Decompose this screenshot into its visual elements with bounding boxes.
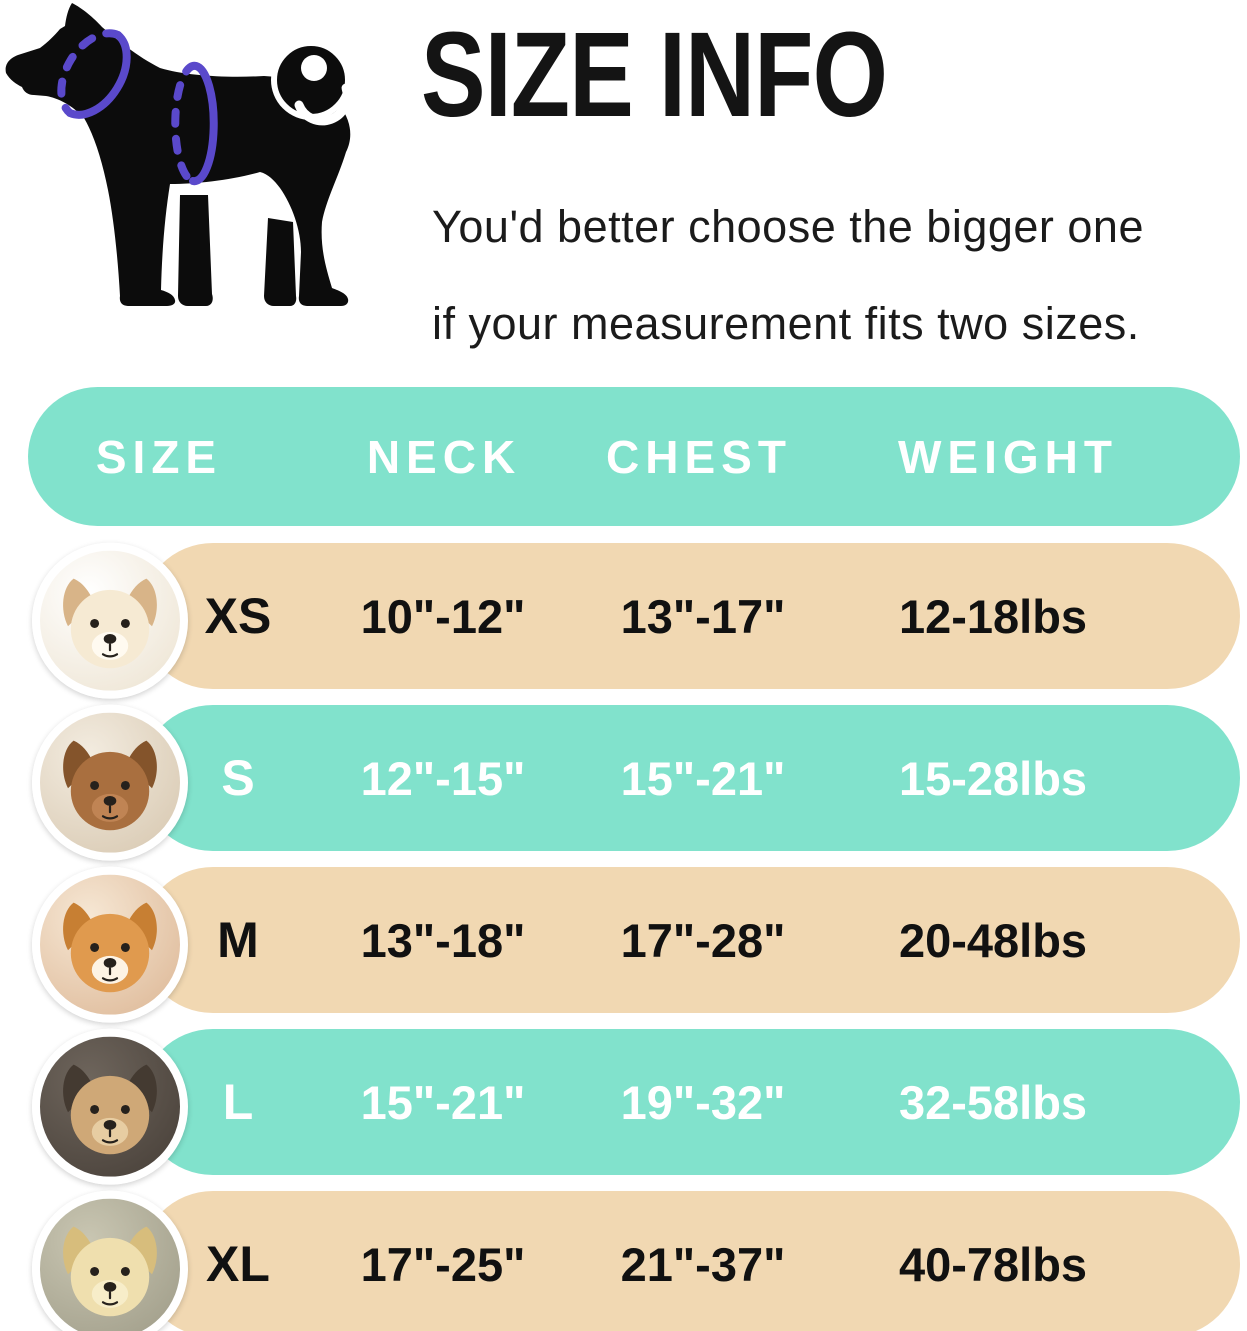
dog-photo-toy-poodle — [32, 704, 188, 861]
size-cell: S — [221, 750, 255, 806]
table-header-row: SIZE NECK CHEST WEIGHT — [28, 387, 1240, 526]
neck-cell: 13"-18" — [360, 913, 526, 967]
dog-curled-tail — [271, 40, 352, 126]
dog-face-icon — [63, 578, 157, 669]
dog-photo-pomeranian — [32, 542, 188, 699]
neck-cell: 10"-12" — [360, 589, 526, 643]
row-pill — [140, 1029, 1240, 1175]
table-row-s: S 12"-15" 15"-21" 15-28lbs — [18, 704, 1240, 861]
page-subtitle: You'd better choose the bigger one if yo… — [432, 178, 1144, 372]
dog-face-icon — [63, 1064, 157, 1155]
dog-silhouette-graphic — [5, 3, 352, 306]
subtitle-line-2: if your measurement fits two sizes. — [432, 298, 1140, 349]
size-cell: L — [222, 1074, 254, 1130]
size-cell: XS — [204, 588, 272, 644]
row-pill — [140, 1191, 1240, 1331]
page-title: SIZE INFO — [421, 6, 888, 142]
chest-cell: 17"-28" — [620, 913, 786, 967]
dog-photo-labrador — [32, 1190, 188, 1331]
table-header-cells: SIZE NECK CHEST WEIGHT — [28, 387, 1240, 526]
header-col-size: SIZE — [95, 430, 223, 483]
weight-cell: 40-78lbs — [898, 1237, 1088, 1291]
size-cell: M — [217, 912, 259, 968]
row-pill — [140, 543, 1240, 689]
dog-face-icon — [63, 740, 157, 831]
neck-cell: 15"-21" — [360, 1075, 526, 1129]
dog-photo-french-bulldog — [32, 1028, 188, 1185]
weight-cell: 12-18lbs — [898, 589, 1088, 643]
neck-cell: 17"-25" — [360, 1237, 526, 1291]
header-col-chest: CHEST — [606, 430, 792, 483]
dog-far-legs — [178, 195, 297, 306]
chest-cell: 21"-37" — [620, 1237, 786, 1291]
row-pill — [140, 705, 1240, 851]
header-col-neck: NECK — [366, 430, 522, 483]
chest-cell: 13"-17" — [620, 589, 786, 643]
dog-face-icon — [63, 1226, 157, 1317]
table-row-m: M 13"-18" 17"-28" 20-48lbs — [18, 866, 1240, 1023]
dog-face-icon — [63, 902, 157, 993]
row-pill — [140, 867, 1240, 1013]
subtitle-line-1: You'd better choose the bigger one — [432, 201, 1144, 252]
table-row-xs: XS 10"-12" 13"-17" 12-18lbs — [18, 542, 1240, 699]
table-row-l: L 15"-21" 19"-32" 32-58lbs — [18, 1028, 1240, 1185]
chest-cell: 15"-21" — [620, 751, 786, 805]
neck-cell: 12"-15" — [360, 751, 526, 805]
neck-measure-ring — [57, 29, 131, 119]
chest-cell: 19"-32" — [620, 1075, 786, 1129]
dog-photo-shiba-inu — [32, 866, 188, 1023]
weight-cell: 15-28lbs — [898, 751, 1088, 805]
table-row-xl: XL 17"-25" 21"-37" 40-78lbs — [18, 1190, 1240, 1331]
chest-measure-ring — [171, 61, 218, 186]
weight-cell: 20-48lbs — [898, 913, 1088, 967]
size-cell: XL — [206, 1236, 270, 1292]
header-col-weight: WEIGHT — [898, 430, 1118, 483]
weight-cell: 32-58lbs — [898, 1075, 1088, 1129]
